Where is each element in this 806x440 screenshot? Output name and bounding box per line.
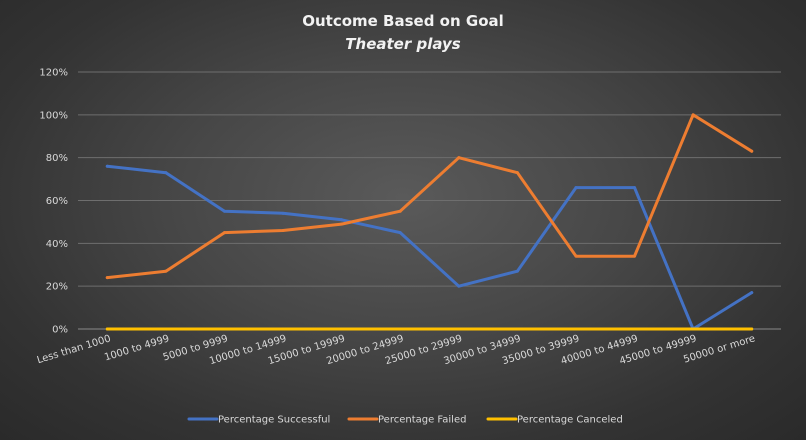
data-point xyxy=(691,113,695,117)
data-point xyxy=(281,327,285,331)
series-line-percentage-failed xyxy=(105,113,754,280)
data-point xyxy=(164,171,168,175)
x-tick-label: Less than 1000 xyxy=(36,333,112,366)
data-point xyxy=(515,327,519,331)
data-point xyxy=(633,327,637,331)
data-point xyxy=(691,327,695,331)
legend-label: Percentage Successful xyxy=(218,415,330,426)
data-point xyxy=(222,209,226,213)
legend-label: Percentage Canceled xyxy=(517,415,623,426)
y-tick-label: 80% xyxy=(46,153,68,164)
data-point xyxy=(750,149,754,153)
data-point xyxy=(340,327,344,331)
y-tick-label: 20% xyxy=(46,282,68,293)
data-point xyxy=(574,186,578,190)
y-tick-label: 40% xyxy=(46,239,68,250)
y-tick-label: 0% xyxy=(52,325,68,336)
legend: Percentage Successful Percentage Failed Pe… xyxy=(187,415,623,426)
series-line-percentage-successful xyxy=(105,164,754,331)
data-point xyxy=(164,327,168,331)
data-point xyxy=(222,231,226,235)
chart-subtitle: Theater plays xyxy=(345,35,460,53)
data-point xyxy=(633,186,637,190)
data-point xyxy=(515,269,519,273)
data-point xyxy=(750,327,754,331)
data-point xyxy=(105,164,109,168)
data-point xyxy=(457,284,461,288)
y-tick-label: 60% xyxy=(46,196,68,207)
data-point xyxy=(398,209,402,213)
y-axis-ticks: 0% 20% 40% 60% 80% 100% 120% xyxy=(39,68,68,336)
data-point xyxy=(457,156,461,160)
data-point xyxy=(398,231,402,235)
series-lines xyxy=(105,113,754,331)
data-point xyxy=(633,254,637,258)
legend-label: Percentage Failed xyxy=(378,415,466,426)
data-point xyxy=(750,291,754,295)
chart-title: Outcome Based on Goal xyxy=(302,12,504,30)
data-point xyxy=(281,211,285,215)
gridlines xyxy=(78,71,781,330)
y-tick-label: 120% xyxy=(39,68,68,79)
x-tick-label: 1000 to 4999 xyxy=(103,333,171,363)
data-point xyxy=(574,327,578,331)
data-point xyxy=(164,269,168,273)
data-point xyxy=(105,276,109,280)
data-point xyxy=(340,218,344,222)
data-point xyxy=(457,327,461,331)
data-point xyxy=(105,327,109,331)
data-point xyxy=(398,327,402,331)
data-point xyxy=(515,171,519,175)
data-point xyxy=(222,327,226,331)
data-point xyxy=(281,228,285,232)
data-point xyxy=(574,254,578,258)
y-tick-label: 100% xyxy=(39,110,68,121)
data-point xyxy=(340,222,344,226)
